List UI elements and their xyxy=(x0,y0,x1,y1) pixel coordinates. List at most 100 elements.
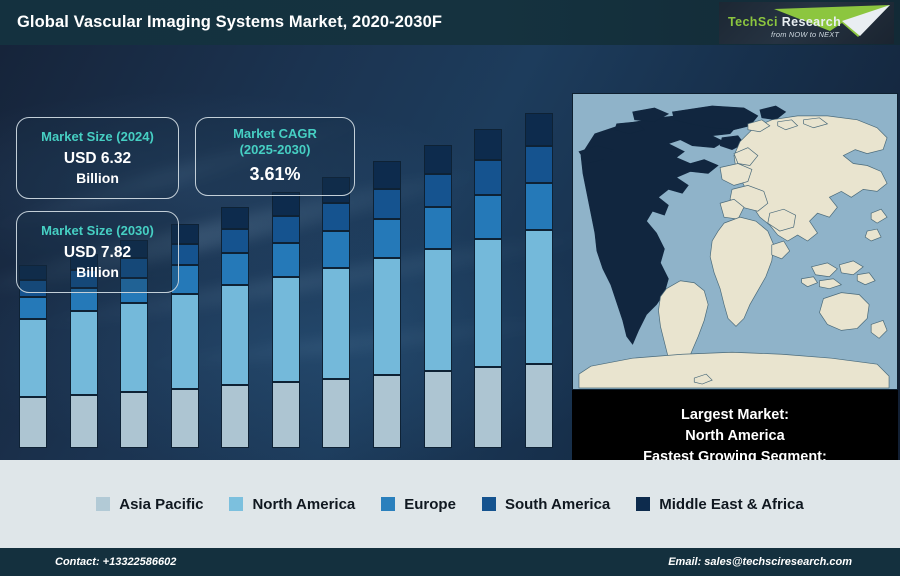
legend-swatch-icon xyxy=(229,497,244,511)
header-bar: Global Vascular Imaging Systems Market, … xyxy=(0,0,900,45)
legend-item[interactable]: Asia Pacific xyxy=(96,496,203,513)
bar-segment xyxy=(524,146,553,183)
bar-segment xyxy=(69,311,98,395)
bar-segment xyxy=(474,239,503,368)
stacked-bar-chart: 202020212022202320242025E2026F2027F2028F… xyxy=(0,45,570,460)
logo-word-sci: Sci xyxy=(757,15,778,29)
bar-segment xyxy=(372,374,401,448)
legend-item[interactable]: Middle East & Africa xyxy=(636,495,804,513)
bar-column xyxy=(516,75,562,448)
bar-segment xyxy=(19,318,48,398)
stacked-bar xyxy=(69,253,98,448)
bar-segment xyxy=(271,276,300,383)
legend-swatch-icon xyxy=(636,497,651,511)
bar-segment xyxy=(120,277,149,304)
bar-segment xyxy=(170,294,199,389)
bar-segment xyxy=(69,253,98,271)
card-value: USD 7.82 xyxy=(63,243,132,261)
footer-contact: Contact: +13322586602 xyxy=(55,556,177,568)
map-region-land xyxy=(578,115,890,389)
market-size-2024-card: Market Size (2024) USD 6.32 Billion xyxy=(16,117,179,199)
legend-swatch-icon xyxy=(96,497,111,511)
key-insights-box: Largest Market: North America Fastest Gr… xyxy=(572,390,898,460)
legend-swatch-icon xyxy=(381,497,396,511)
bar-segment xyxy=(423,174,452,208)
legend-label: Middle East & Africa xyxy=(659,495,804,513)
bar-segment xyxy=(170,265,199,295)
bar-column xyxy=(465,75,511,448)
stacked-bar xyxy=(372,161,401,448)
bar-segment xyxy=(372,188,401,220)
bar-column xyxy=(61,75,107,448)
legend-label: Asia Pacific xyxy=(119,495,204,513)
stacked-bar xyxy=(19,265,48,448)
card-value: USD 6.32 xyxy=(63,149,132,167)
bar-segment xyxy=(474,160,503,195)
stacked-bar xyxy=(474,129,503,448)
bar-segment xyxy=(69,270,98,289)
stacked-bar xyxy=(170,223,199,448)
stacked-bar xyxy=(120,240,149,448)
bar-segment xyxy=(372,161,401,189)
bar-column xyxy=(415,75,461,448)
bar-column xyxy=(10,75,56,448)
fastest-segment-label: Fastest Growing Segment: xyxy=(643,448,827,461)
card-label: Market Size (2024) xyxy=(41,129,154,145)
bar-group xyxy=(8,75,564,448)
bar-column xyxy=(313,75,359,448)
bar-segment xyxy=(221,253,250,286)
logo-tagline: from NOW to NEXT xyxy=(771,30,840,39)
bar-segment xyxy=(170,243,199,266)
techsci-research-logo: TechSci Research from NOW to NEXT xyxy=(719,2,894,44)
bar-segment xyxy=(322,378,351,448)
world-map xyxy=(572,93,898,390)
stacked-bar xyxy=(271,191,300,448)
bar-segment xyxy=(120,392,149,448)
bar-segment xyxy=(221,206,250,230)
legend-label: North America xyxy=(252,495,356,513)
bar-segment xyxy=(524,229,553,364)
bar-segment xyxy=(423,145,452,175)
bar-segment xyxy=(120,303,149,393)
legend-label: South America xyxy=(504,495,611,513)
footer-email: Email: sales@techsciresearch.com xyxy=(668,556,852,568)
legend-item[interactable]: Europe xyxy=(381,496,456,513)
bar-segment xyxy=(423,371,452,448)
bar-segment xyxy=(271,216,300,243)
bar-segment xyxy=(271,382,300,448)
footer-bar: Contact: +13322586602 Email: sales@techs… xyxy=(0,548,900,576)
bar-segment xyxy=(372,258,401,375)
legend-label: Europe xyxy=(404,495,456,513)
map-region-north-america xyxy=(578,105,787,345)
bar-column xyxy=(364,75,410,448)
bar-segment xyxy=(19,265,48,281)
bar-segment xyxy=(524,182,553,230)
largest-market-label: Largest Market: xyxy=(681,407,789,424)
card-label: Market Size (2030) xyxy=(41,223,154,239)
bar-segment xyxy=(524,113,553,147)
bar-segment xyxy=(170,223,199,244)
bar-segment xyxy=(322,231,351,268)
bar-segment xyxy=(474,367,503,448)
bar-segment xyxy=(19,296,48,319)
card-label-line2: (2025-2030) xyxy=(239,141,311,157)
bar-segment xyxy=(474,129,503,161)
bar-segment xyxy=(372,219,401,259)
bar-segment xyxy=(322,267,351,379)
bar-segment xyxy=(120,257,149,278)
legend-swatch-icon xyxy=(481,497,496,511)
bar-segment xyxy=(19,397,48,448)
legend-item[interactable]: North America xyxy=(229,496,355,513)
logo-word-research: Research xyxy=(781,15,842,29)
market-size-2030-card: Market Size (2030) USD 7.82 Billion xyxy=(16,211,179,293)
card-unit: Billion xyxy=(76,169,119,186)
bar-segment xyxy=(423,248,452,372)
chart-plot-area: 202020212022202320242025E2026F2027F2028F… xyxy=(8,75,564,448)
card-unit: Billion xyxy=(76,263,119,280)
bar-segment xyxy=(474,194,503,240)
legend-item[interactable]: South America xyxy=(481,495,611,513)
bar-segment xyxy=(271,242,300,277)
logo-wordmark: TechSci Research xyxy=(728,15,841,29)
bar-segment xyxy=(221,229,250,254)
bar-segment xyxy=(120,240,149,258)
